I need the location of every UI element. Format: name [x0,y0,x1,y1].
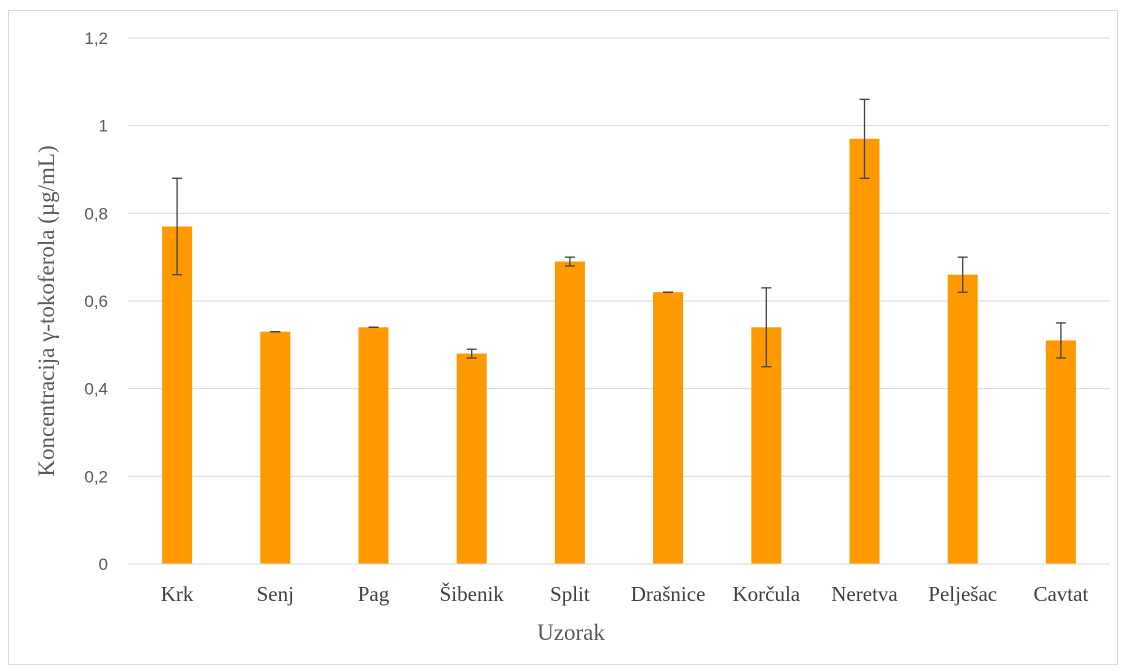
y-tick-label: 0,4 [84,380,108,399]
x-axis-ticks: Krk Senj Pag Šibenik Split Drašnice Korčula Ner… [161,582,1089,606]
y-tick-label: 1,2 [84,29,108,48]
y-tick-label: 0,6 [84,292,108,311]
error-bar [172,177,183,276]
error-bar [1055,322,1066,359]
x-tick-label: Neretva [831,582,898,606]
y-tick-label: 0 [99,555,108,574]
bar-neretva [849,138,880,565]
error-bar [859,98,870,179]
x-tick-label: Krk [161,582,194,606]
x-tick-label: Pag [358,582,390,606]
x-tick-label: Split [550,582,590,606]
y-tick-label: 1 [99,117,108,136]
error-bar [761,287,772,368]
error-bar [957,256,968,293]
bar-senj [260,331,291,564]
x-tick-label: Pelješac [928,582,997,606]
y-tick-label: 0,2 [84,467,108,486]
bars [162,138,1076,565]
y-tick-label: 0,8 [84,204,108,223]
x-tick-label: Korčula [732,582,800,606]
bar-šibenik [456,353,487,564]
error-bar [466,348,477,359]
bar-pelješac [947,274,978,564]
y-axis-title: Koncentracija γ-tokoferola (µg/mL) [34,145,59,476]
y-axis-ticks: 0 0,2 0,4 0,6 0,8 1 1,2 [84,29,108,574]
bar-split [554,261,585,564]
x-tick-label: Drašnice [631,582,706,606]
bar-krk [162,226,193,564]
x-axis-title: Uzorak [537,620,605,645]
bar-drašnice [653,292,684,564]
bar-pag [358,327,389,564]
x-tick-label: Senj [257,582,294,606]
x-tick-label: Šibenik [440,582,505,606]
x-tick-label: Cavtat [1033,582,1088,606]
error-bar [564,256,575,267]
error-bars [172,98,1066,368]
bar-cavtat [1045,340,1076,564]
gridlines [128,37,1110,477]
